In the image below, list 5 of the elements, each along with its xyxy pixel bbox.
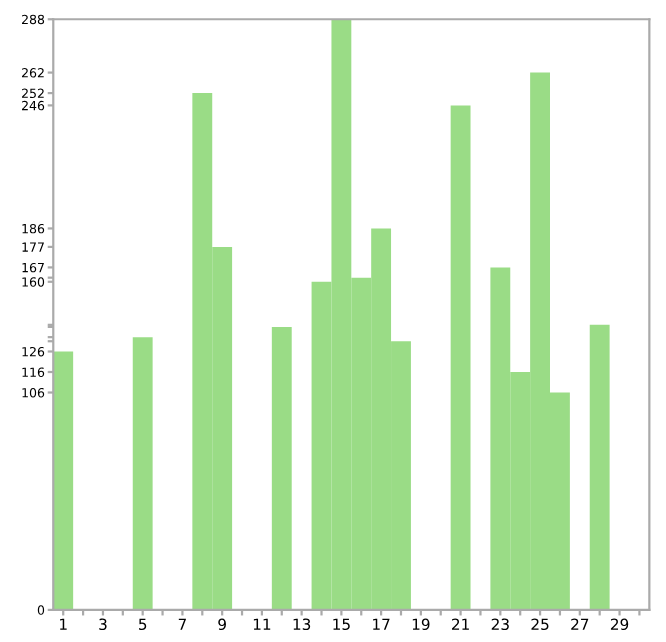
bar — [132, 337, 153, 610]
bar — [271, 326, 292, 610]
bar — [450, 105, 471, 610]
bar — [589, 324, 610, 610]
bar — [53, 351, 74, 610]
